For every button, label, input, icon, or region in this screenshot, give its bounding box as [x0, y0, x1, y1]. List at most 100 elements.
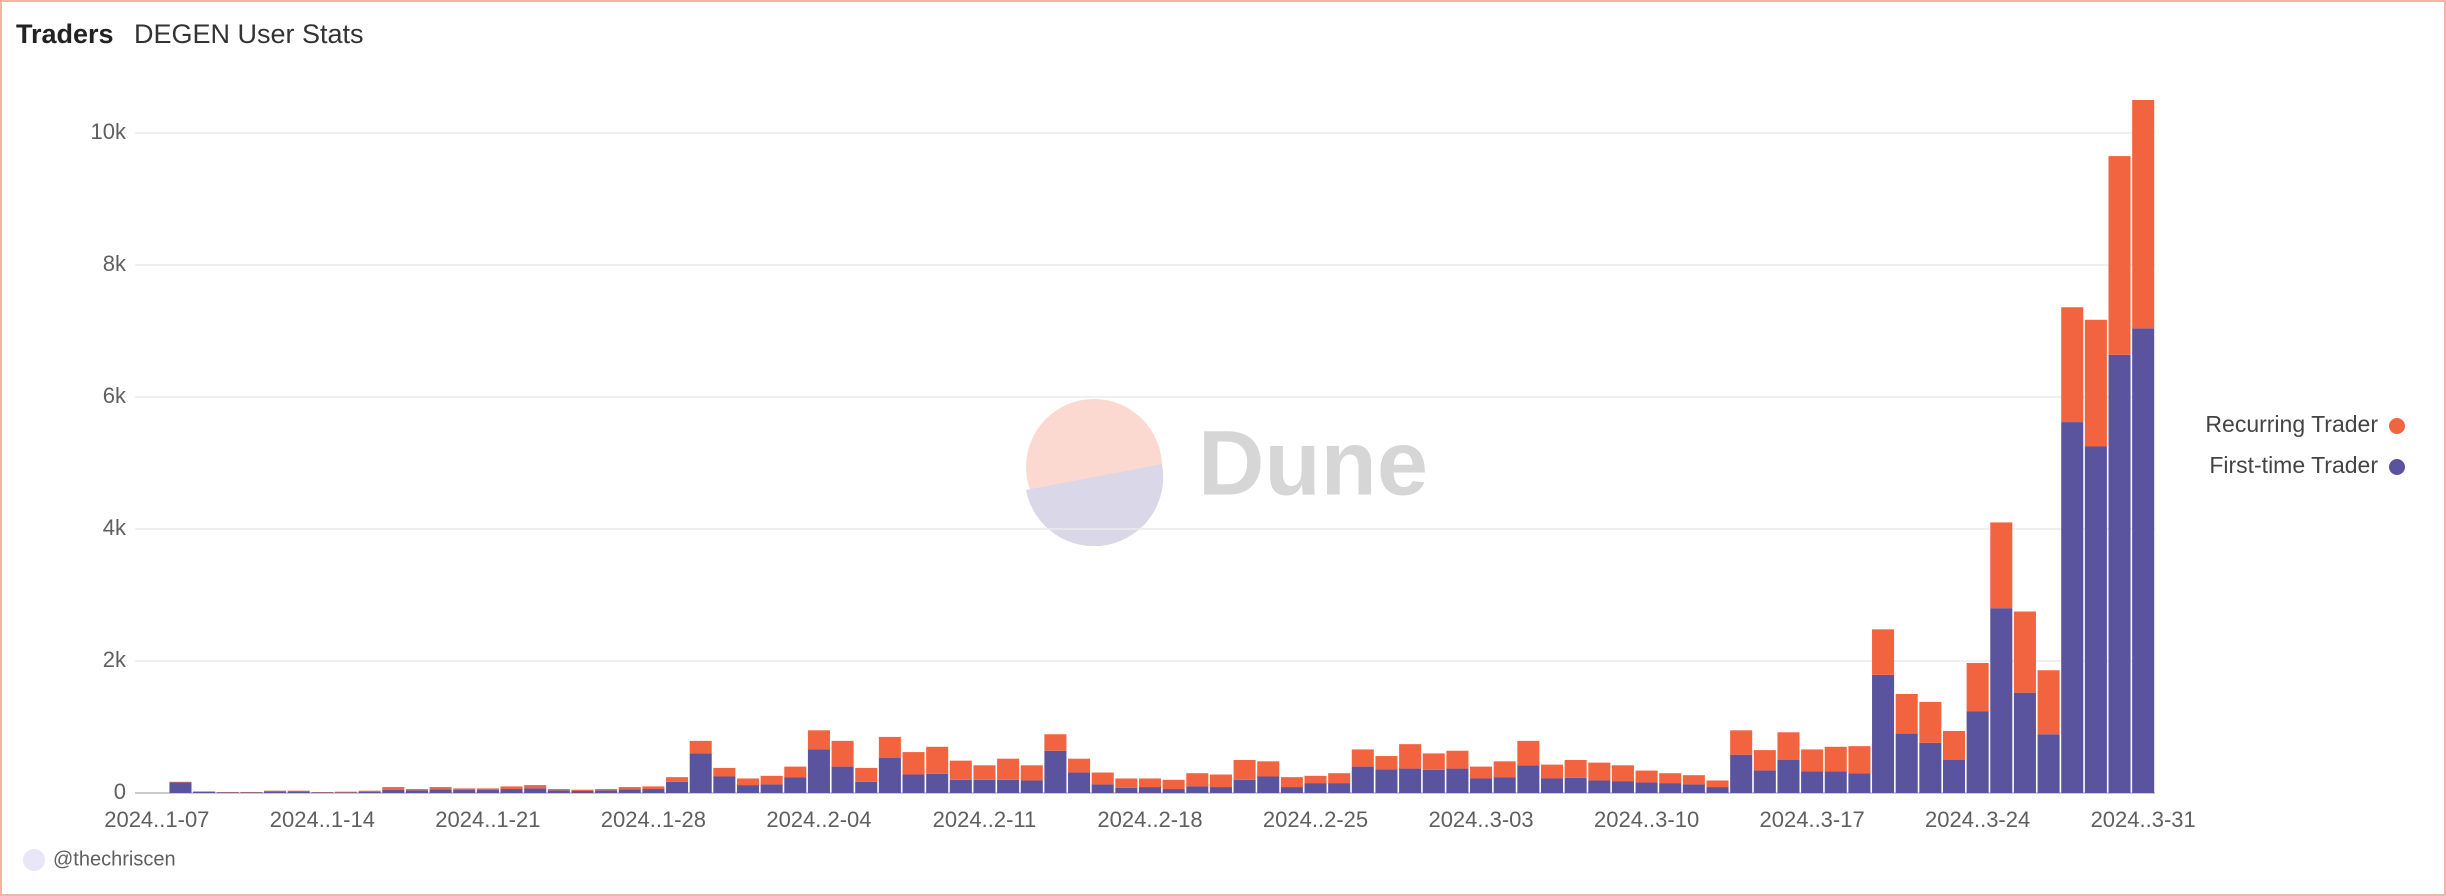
bar-segment — [878, 736, 901, 759]
bar-segment — [264, 791, 287, 793]
bar-segment — [973, 779, 996, 793]
bar-segment — [547, 789, 570, 791]
x-tick-label: 2024..3-17 — [1760, 807, 1865, 832]
bar-segment — [1115, 778, 1138, 788]
bar-segment — [713, 767, 736, 777]
bar-segment — [405, 789, 428, 791]
bar-segment — [736, 785, 760, 793]
bar-segment — [713, 776, 736, 793]
bar-segment — [1872, 629, 1895, 675]
y-tick-label: 2k — [103, 647, 127, 672]
x-tick-label: 2024..2-25 — [1263, 807, 1368, 832]
legend-label: Recurring Trader — [2205, 411, 2378, 437]
bar-segment — [1540, 764, 1564, 779]
legend-marker — [2389, 418, 2405, 434]
bar-segment — [1044, 750, 1067, 793]
bar-segment — [855, 781, 878, 793]
bar-segment — [760, 775, 783, 785]
author: @thechriscen — [53, 848, 176, 870]
bar-segment — [1399, 768, 1422, 793]
bar-segment — [358, 790, 381, 792]
x-tick-label: 2024..1-28 — [601, 807, 706, 832]
bar-segment — [453, 790, 476, 793]
bar-segment — [1044, 734, 1067, 751]
bar-segment — [1351, 749, 1374, 767]
bar-segment — [1588, 762, 1611, 781]
bar-segment — [1730, 730, 1753, 755]
bar-segment — [1753, 750, 1776, 771]
legend-marker — [2389, 459, 2405, 475]
bar-segment — [547, 790, 570, 793]
author-avatar — [23, 849, 45, 871]
bar-segment — [1091, 772, 1114, 785]
bar-segment — [1777, 732, 1800, 760]
bar-segment — [1115, 787, 1138, 793]
bar-segment — [1138, 778, 1162, 788]
bar-segment — [642, 786, 665, 790]
bar-segment — [1517, 740, 1540, 766]
bar-segment — [831, 740, 854, 767]
chart-title: Traders — [16, 19, 114, 49]
bar-segment — [2013, 692, 2036, 793]
bar-segment — [1209, 774, 1232, 788]
bar-segment — [1919, 742, 1942, 793]
bar-segment — [1068, 772, 1091, 793]
bar-segment — [878, 758, 901, 793]
bar-segment — [736, 778, 760, 786]
bar-segment — [1635, 782, 1658, 793]
x-tick-label: 2024..3-31 — [2091, 807, 2196, 832]
bar-segment — [382, 787, 405, 790]
x-tick-label: 2024..3-24 — [1925, 807, 2030, 832]
bar-segment — [1895, 694, 1918, 734]
bar-segment — [1328, 773, 1351, 784]
bar-segment — [358, 791, 381, 793]
y-tick-label: 0 — [114, 779, 126, 804]
bar-segment — [264, 790, 287, 792]
bar-segment — [1659, 783, 1682, 793]
bar-segment — [1186, 773, 1209, 787]
x-tick-label: 2024..3-03 — [1428, 807, 1533, 832]
bar-segment — [2132, 100, 2155, 329]
bar-segment — [287, 790, 310, 792]
legend-label: First-time Trader — [2209, 452, 2378, 478]
bar-segment — [500, 789, 523, 793]
bar-segment — [1895, 733, 1918, 793]
bar-segment — [1824, 771, 1847, 793]
bar-segment — [2037, 670, 2060, 735]
bar-segment — [240, 792, 263, 793]
bar-segment — [1682, 775, 1705, 785]
bar-segment — [1446, 750, 1469, 769]
bar-segment — [500, 786, 523, 790]
bar-segment — [1233, 760, 1256, 780]
bar-segment — [2084, 446, 2107, 793]
y-tick-label: 6k — [103, 383, 127, 408]
bar-segment — [1020, 765, 1043, 781]
bar-segment — [1399, 744, 1422, 769]
x-tick-label: 2024..1-07 — [104, 807, 209, 832]
bar-segment — [476, 790, 499, 793]
bar-segment — [1233, 779, 1256, 793]
bar-segment — [1422, 753, 1445, 770]
bar-segment — [642, 789, 665, 793]
bar-segment — [831, 766, 854, 793]
bar-segment — [1470, 766, 1493, 779]
bar-segment — [429, 787, 452, 790]
bar-segment — [1942, 730, 1966, 760]
bar-segment — [784, 777, 807, 793]
bar-segment — [1801, 771, 1824, 793]
bar-segment — [1990, 522, 2013, 609]
bar-segment — [689, 753, 712, 793]
bar-segment — [2084, 319, 2107, 447]
bar-segment — [1517, 765, 1540, 793]
bar-segment — [1588, 780, 1611, 793]
bar-segment — [666, 777, 689, 782]
bar-segment — [1304, 775, 1327, 784]
bar-segment — [595, 789, 618, 791]
bar-segment — [216, 792, 239, 793]
bar-segment — [997, 779, 1020, 793]
bar-segment — [2061, 307, 2084, 423]
bar-segment — [618, 787, 641, 790]
bar-segment — [571, 789, 594, 792]
bar-segment — [760, 784, 783, 793]
bar-segment — [1682, 784, 1705, 793]
